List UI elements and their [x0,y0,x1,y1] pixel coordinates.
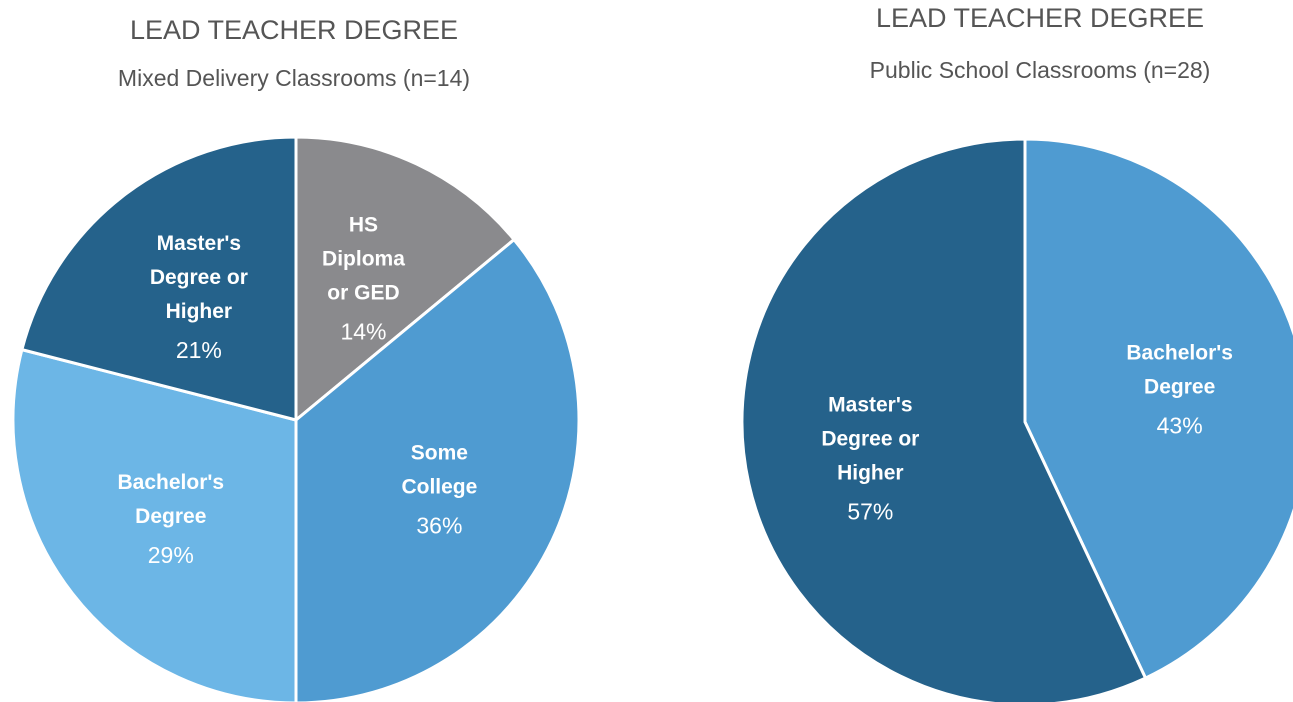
slice-value-label: 14% [340,319,386,345]
slice-label: Master's Degree or Higher [821,393,919,484]
slice-value-label: 29% [148,542,194,568]
pie-slice [11,347,298,702]
chart-title: LEAD TEACHER DEGREE [130,15,458,45]
slice-label: Some College [401,441,477,498]
slice-value-label: 21% [176,337,222,363]
slice-value-label: 43% [1157,413,1203,439]
pie-slice [1023,137,1293,681]
chart-subtitle: Public School Classrooms (n=28) [870,57,1211,83]
pie-slice [294,135,517,424]
slice-value-label: 57% [847,499,893,525]
pie-slice [20,135,298,422]
pie-slice [740,137,1148,702]
slice-label: Master's Degree or Higher [150,231,248,322]
chart-subtitle: Mixed Delivery Classrooms (n=14) [118,65,470,91]
chart-title: LEAD TEACHER DEGREE [876,3,1204,33]
slice-label: Bachelor's Degree [1126,341,1233,398]
slice-label: HS Diploma or GED [322,213,405,304]
slice-label: Bachelor's Degree [118,471,225,528]
slice-value-label: 36% [416,513,462,539]
pie-slice [294,237,581,702]
